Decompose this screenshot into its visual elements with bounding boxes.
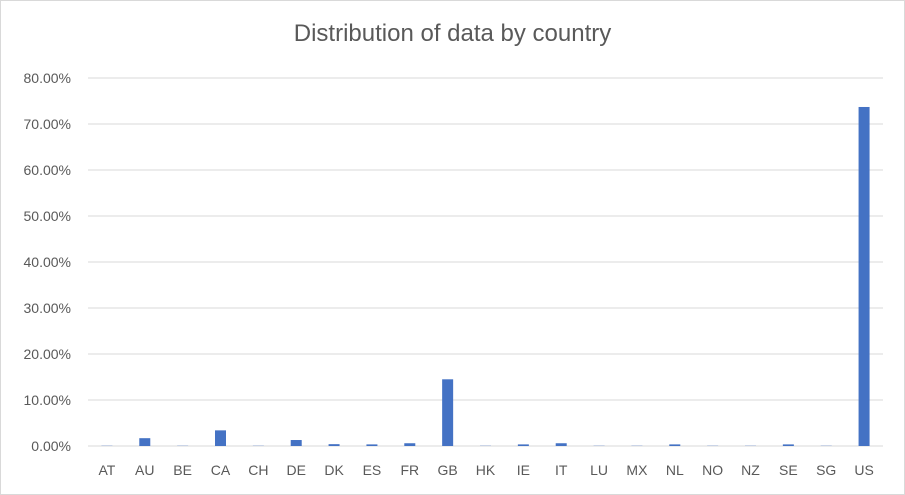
bar-us [858,106,870,446]
y-tick-label: 70.00% [24,116,71,132]
bar-de [290,440,302,446]
x-tick-label: IT [555,462,568,478]
bar-fr [404,443,416,446]
y-tick-label: 20.00% [24,346,71,362]
x-tick-label: BE [173,462,192,478]
bar-nl [669,444,681,446]
x-tick-label: IE [517,462,530,478]
bar-dk [328,444,340,446]
y-tick-label: 40.00% [24,254,71,270]
x-tick-label: GB [438,462,458,478]
x-tick-label: DE [286,462,305,478]
chart-title: Distribution of data by country [293,20,612,47]
x-tick-label: AU [135,462,154,478]
bar-es [366,444,378,446]
x-axis-ticks: AT AU BE CA CH DE DK ES FR GB HK IE IT LU MX NL NO NZ SE SG… [98,462,873,478]
x-tick-label: DK [324,462,344,478]
bar-it [555,443,567,446]
y-tick-label: 30.00% [24,300,71,316]
x-tick-label: CH [248,462,268,478]
bar-se [782,444,794,446]
x-tick-label: SG [816,462,836,478]
x-tick-label: SE [779,462,798,478]
x-tick-label: NL [666,462,684,478]
x-tick-label: AT [98,462,115,478]
x-tick-label: NZ [741,462,760,478]
y-tick-label: 50.00% [24,208,71,224]
bars [101,106,870,446]
y-tick-label: 60.00% [24,162,71,178]
x-tick-label: ES [363,462,382,478]
x-tick-label: FR [400,462,419,478]
x-tick-label: HK [476,462,496,478]
y-tick-label: 10.00% [24,392,71,408]
y-tick-label: 0.00% [31,438,71,454]
x-tick-label: LU [590,462,608,478]
y-axis-ticks: 0.00% 10.00% 20.00% 30.00% 40.00% 50.00% 60.00… [24,70,71,454]
gridlines [88,77,883,447]
x-tick-label: MX [626,462,648,478]
bar-au [139,438,151,446]
x-tick-label: US [854,462,873,478]
bar-ca [215,430,226,446]
bar-gb [442,379,454,446]
y-tick-label: 80.00% [24,70,71,86]
x-tick-label: CA [211,462,231,478]
bar-ie [517,444,529,446]
x-tick-label: NO [702,462,723,478]
